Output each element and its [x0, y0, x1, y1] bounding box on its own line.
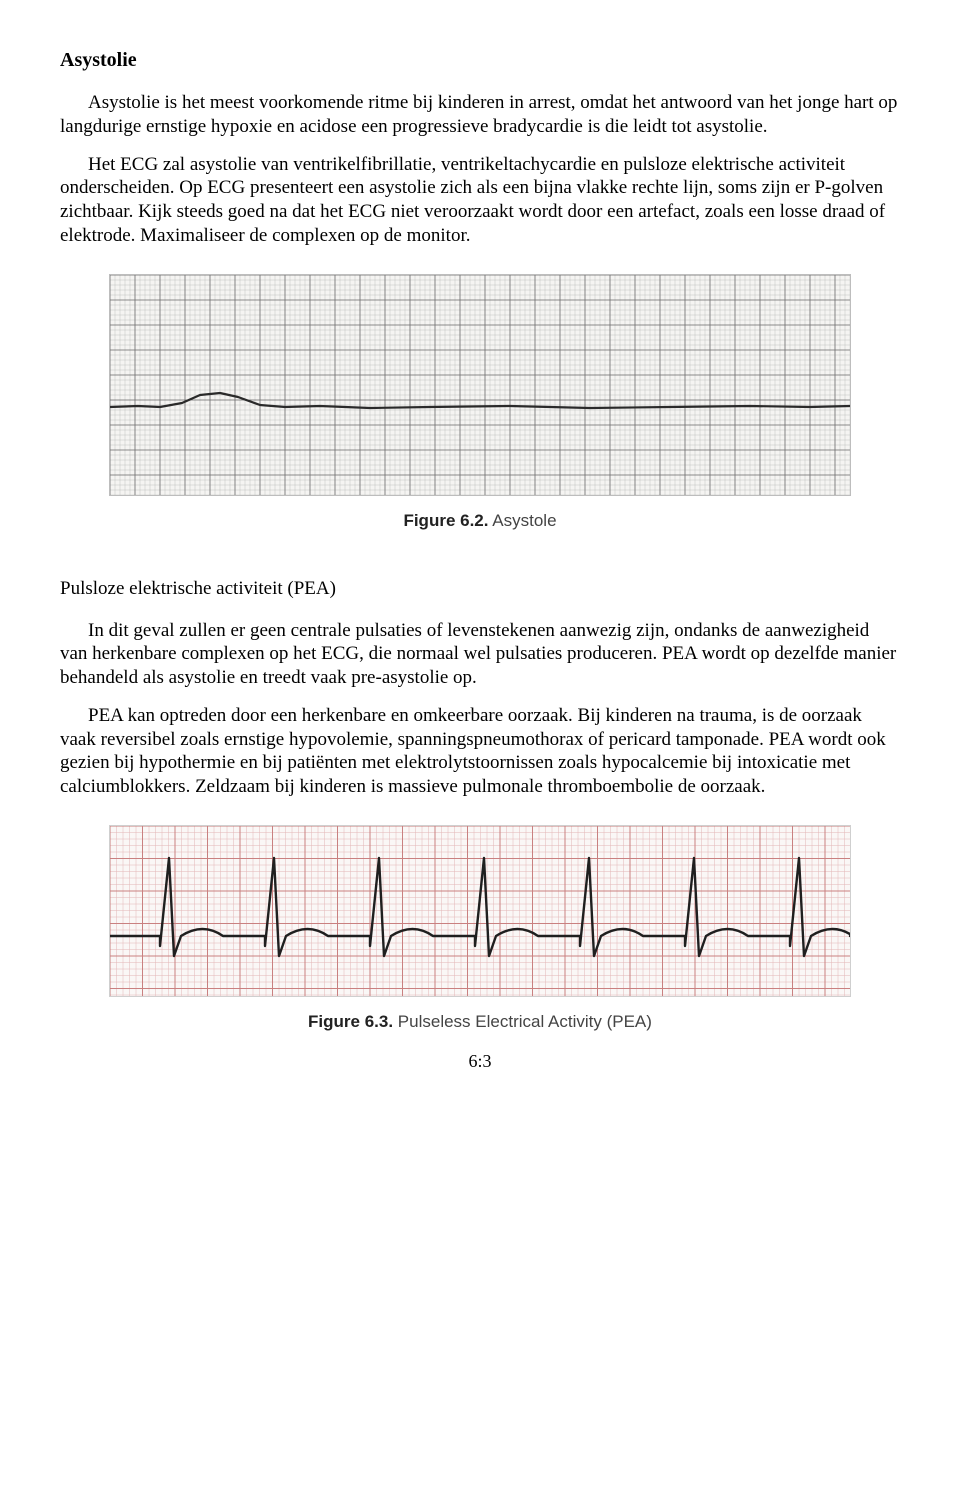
asystolie-paragraph-1: Asystolie is het meest voorkomende ritme… [60, 91, 900, 139]
figure-pea: Figure 6.3. Pulseless Electrical Activit… [60, 825, 900, 1032]
figure-pea-caption-text: Pulseless Electrical Activity (PEA) [393, 1012, 652, 1031]
ecg-asystole-strip [109, 274, 851, 496]
ecg-pea-strip [109, 825, 851, 997]
figure-asystole-caption: Figure 6.2. Asystole [60, 510, 900, 531]
pea-paragraph-2: PEA kan optreden door een herkenbare en … [60, 704, 900, 799]
figure-asystole-caption-label: Figure 6.2. [403, 511, 488, 530]
figure-pea-caption-label: Figure 6.3. [308, 1012, 393, 1031]
asystolie-paragraph-2: Het ECG zal asystolie van ventrikelfibri… [60, 153, 900, 248]
pea-paragraph-1: In dit geval zullen er geen centrale pul… [60, 619, 900, 690]
ecg-asystole-svg [110, 275, 850, 495]
figure-asystole: Figure 6.2. Asystole [60, 274, 900, 531]
ecg-pea-svg [110, 826, 850, 996]
section-heading-pea: Pulsloze elektrische activiteit (PEA) [60, 577, 900, 601]
page-number: 6:3 [60, 1050, 900, 1073]
figure-pea-caption: Figure 6.3. Pulseless Electrical Activit… [60, 1011, 900, 1032]
section-heading-asystolie: Asystolie [60, 48, 900, 73]
figure-asystole-caption-text: Asystole [488, 511, 556, 530]
